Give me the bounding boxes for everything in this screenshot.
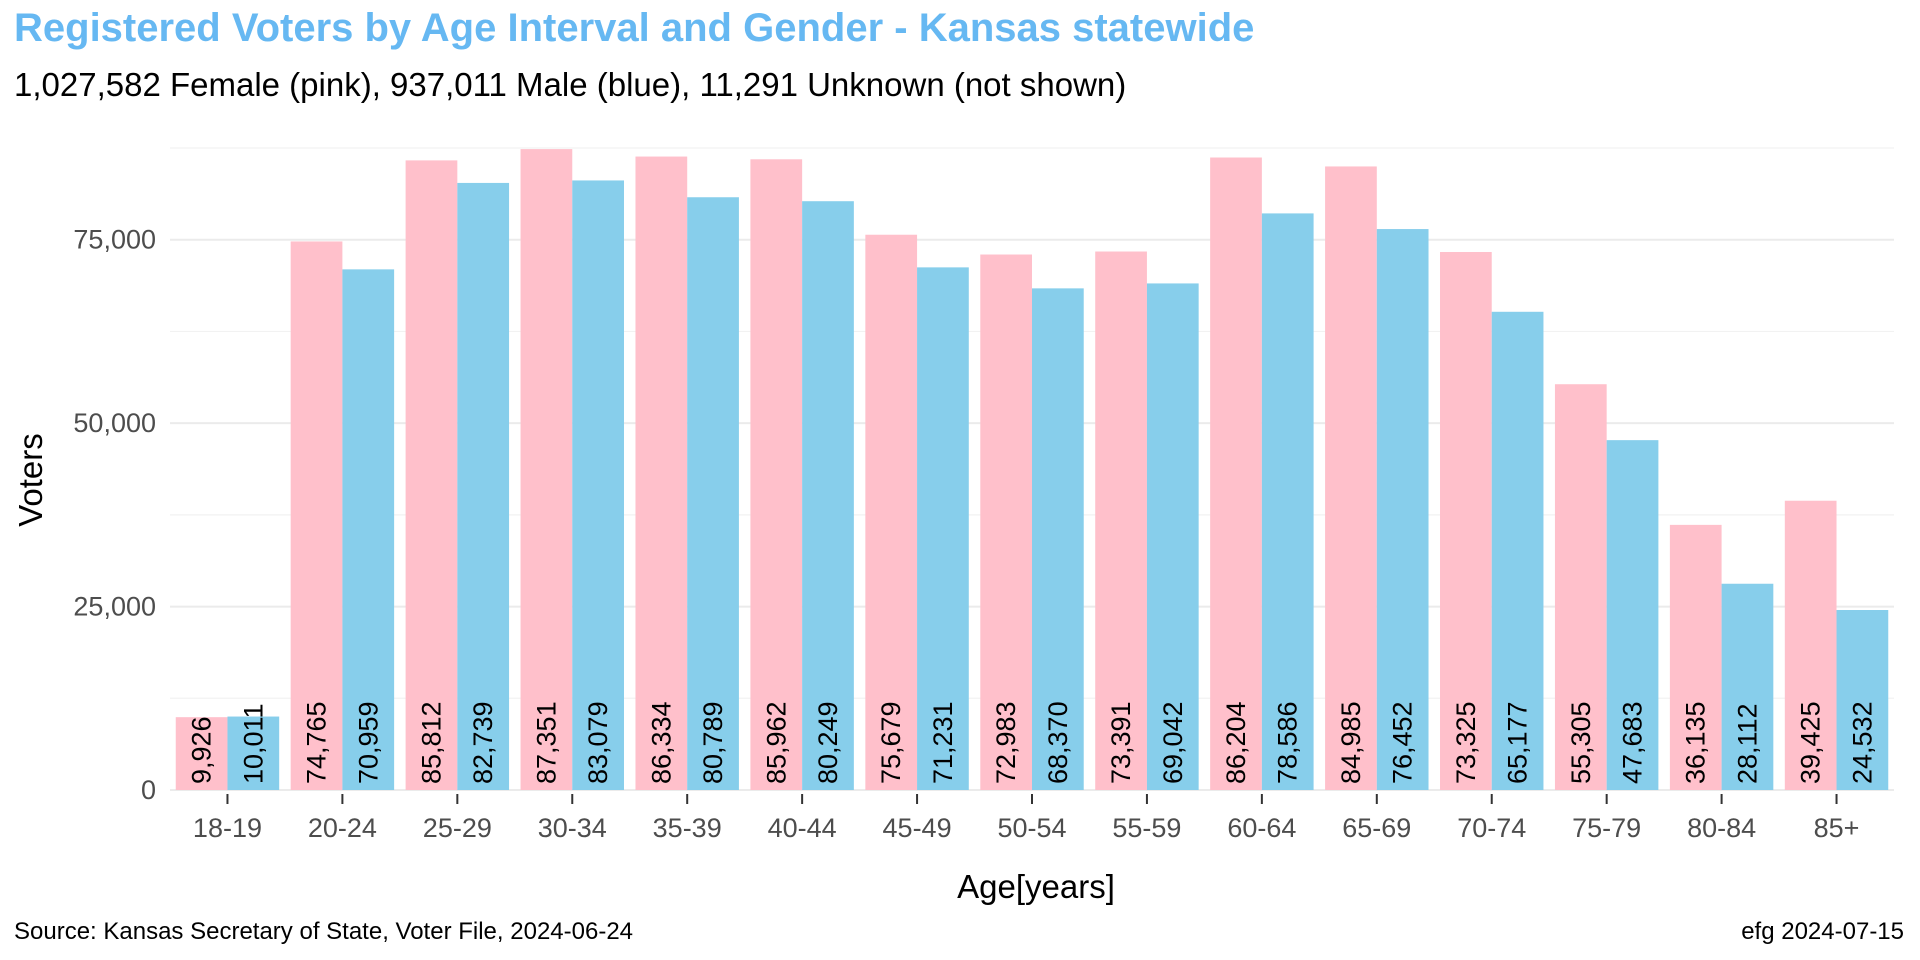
male-bar (687, 197, 739, 790)
male-bar-label: 28,112 (1732, 703, 1762, 784)
x-axis-title: Age[years] (957, 868, 1115, 905)
x-axis: 18-19 20-24 25-29 30-34 35-39 40-44 45-49 50-54… (193, 794, 1860, 843)
x-tick-label: 55-59 (1112, 813, 1181, 843)
female-bar (1095, 251, 1147, 790)
male-bar-label: 82,739 (468, 701, 498, 784)
male-bar-label: 10,011 (238, 703, 268, 784)
female-bar-label: 75,679 (876, 701, 906, 784)
female-bar (175, 717, 228, 790)
female-bar-label: 72,983 (991, 701, 1021, 784)
female-bar-label: 73,391 (1106, 701, 1136, 784)
male-bar-label: 68,370 (1043, 701, 1073, 784)
male-bar (802, 201, 854, 790)
x-tick-label: 50-54 (997, 813, 1066, 843)
x-tick-label: 35-39 (653, 813, 722, 843)
x-tick-label: 25-29 (423, 813, 492, 843)
male-bar (1606, 440, 1659, 790)
male-bar (1836, 610, 1889, 790)
source-note: Source: Kansas Secretary of State, Voter… (14, 918, 634, 945)
credit-note: efg 2024-07-15 (1741, 918, 1904, 945)
x-tick-label: 45-49 (883, 813, 952, 843)
x-tick-label: 40-44 (768, 813, 837, 843)
male-bar-label: 83,079 (583, 701, 613, 784)
female-bar (1440, 252, 1492, 790)
x-tick-label: 75-79 (1572, 813, 1641, 843)
female-bar-label: 85,812 (416, 701, 446, 784)
female-bar (1669, 524, 1722, 790)
male-bar-label: 80,789 (698, 701, 728, 784)
female-bar-label: 86,204 (1221, 701, 1251, 784)
female-bar (405, 160, 458, 790)
female-bar (1325, 166, 1377, 791)
bar-labels: 9,926 10,011 74,765 70,959 85,812 82,739 87,35… (187, 701, 1878, 784)
male-bar-label: 69,042 (1158, 701, 1188, 784)
y-tick-label: 0 (141, 775, 156, 805)
male-bar (457, 182, 510, 791)
y-tick-label: 50,000 (73, 408, 156, 438)
female-bar (635, 156, 688, 790)
male-bar-label: 47,683 (1618, 701, 1648, 784)
chart-subtitle: 1,027,582 Female (pink), 937,011 Male (b… (14, 66, 1127, 103)
female-bar (1784, 500, 1837, 790)
female-bar-label: 39,425 (1796, 701, 1826, 784)
x-tick-label: 70-74 (1457, 813, 1526, 843)
y-axis-title: Voters (12, 433, 49, 527)
x-tick-label: 18-19 (193, 813, 262, 843)
male-bar-label: 24,532 (1847, 701, 1877, 784)
female-bar (750, 159, 803, 790)
female-bar (1554, 384, 1607, 790)
male-bar (1146, 283, 1199, 790)
female-bar-label: 9,926 (187, 716, 217, 784)
male-bar (1491, 311, 1544, 790)
male-bar (227, 716, 280, 790)
male-bar-label: 78,586 (1273, 701, 1303, 784)
bars (175, 149, 1889, 791)
female-bar (1210, 157, 1262, 791)
male-bar-label: 71,231 (928, 701, 958, 784)
male-bar (1376, 229, 1429, 790)
female-bar-label: 84,985 (1336, 701, 1366, 784)
male-bar-label: 65,177 (1503, 701, 1533, 784)
female-bar-label: 73,325 (1451, 701, 1481, 784)
female-bar (290, 241, 343, 791)
female-bar-label: 85,962 (761, 701, 791, 784)
female-bar (980, 254, 1032, 790)
y-tick-label: 25,000 (73, 592, 156, 622)
male-bar-label: 80,249 (813, 701, 843, 784)
male-bar (1261, 213, 1314, 790)
y-axis: 0 25,000 50,000 75,000 (73, 225, 156, 805)
x-tick-label: 65-69 (1342, 813, 1411, 843)
female-bar (865, 234, 918, 790)
female-bar-label: 55,305 (1566, 701, 1596, 784)
chart-title: Registered Voters by Age Interval and Ge… (14, 6, 1255, 50)
male-bar (1032, 288, 1084, 790)
female-bar-label: 87,351 (531, 701, 561, 784)
male-bar (917, 267, 969, 790)
y-tick-label: 75,000 (73, 225, 156, 255)
x-tick-label: 80-84 (1687, 813, 1756, 843)
male-bar-label: 76,452 (1388, 701, 1418, 784)
male-bar-label: 70,959 (353, 701, 383, 784)
x-tick-label: 60-64 (1227, 813, 1296, 843)
x-tick-label: 85+ (1814, 813, 1860, 843)
female-bar-label: 86,334 (646, 701, 676, 784)
female-bar-label: 74,765 (302, 701, 332, 784)
x-tick-label: 20-24 (308, 813, 377, 843)
x-tick-label: 30-34 (538, 813, 607, 843)
male-bar (572, 180, 624, 791)
male-bar (342, 269, 395, 791)
male-bar (1721, 583, 1774, 790)
female-bar (520, 149, 573, 790)
female-bar-label: 36,135 (1681, 701, 1711, 784)
